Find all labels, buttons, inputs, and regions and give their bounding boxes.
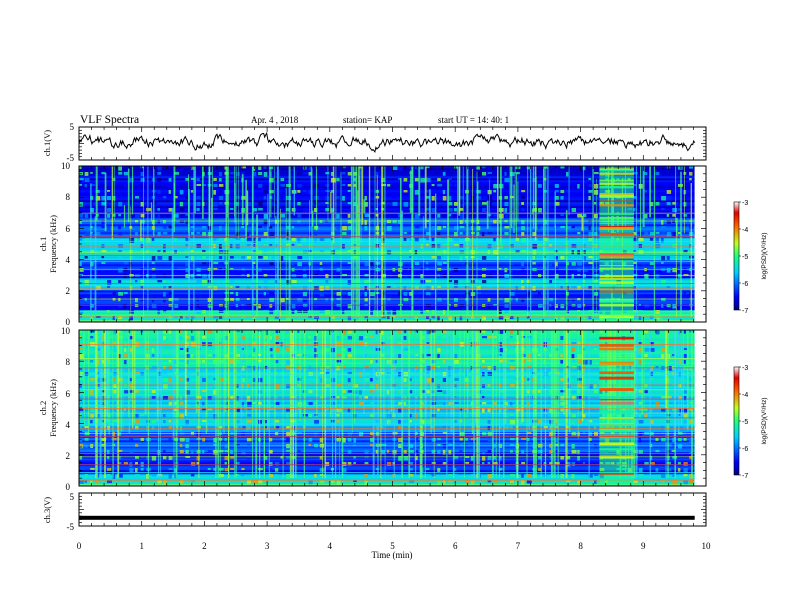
- ch1-freq-tick-2: 2: [66, 286, 71, 296]
- ch2-colorbar-label: log(PSD)(V²/Hz): [761, 398, 768, 445]
- ch1-freq-tick-10: 10: [61, 161, 71, 171]
- time-tick-1: 1: [139, 541, 144, 551]
- ch2-freq-tick-8: 8: [66, 357, 71, 367]
- time-tick-8: 8: [578, 541, 583, 551]
- ch2-spectrogram-panel: 0 2 4 6 8 10 ch.2 Frequency (kHz): [38, 326, 707, 492]
- start-time-label: start UT = 14: 40: 1: [438, 115, 509, 125]
- ch1-spectrogram-image: [79, 166, 706, 323]
- ch2-freq-tick-2: 2: [66, 451, 71, 461]
- ch2-spectrogram-ylabel-channel: ch.2: [38, 401, 48, 415]
- time-tick-6: 6: [453, 541, 458, 551]
- ch1-colorbar-tick-m4: -4: [742, 227, 748, 234]
- ch1-colorbar-tick-m6: -6: [742, 281, 748, 288]
- date-label: Apr. 4 , 2018: [251, 115, 299, 125]
- ch1-waveform-line: [78, 131, 696, 154]
- ch3-ytick-bottom: -5: [67, 522, 75, 532]
- ch2-freq-tick-10: 10: [61, 326, 71, 336]
- ch3-ytick-top: 5: [70, 492, 75, 502]
- ch1-colorbar-label: log(PSD)(V²/Hz): [761, 233, 768, 280]
- ch2-colorbar-tick-m4: -4: [742, 392, 748, 399]
- ch1-spectrogram-ylabel-channel: ch.1: [38, 237, 48, 251]
- ch1-freq-tick-4: 4: [66, 255, 71, 265]
- ch2-colorbar-tick-m3: -3: [742, 365, 748, 372]
- time-tick-7: 7: [516, 541, 521, 551]
- ch2-colorbar: -3 -4 -5 -6 -7 log(PSD)(V²/Hz): [733, 365, 768, 480]
- ch2-colorbar-tick-m6: -6: [742, 446, 748, 453]
- time-tick-2: 2: [202, 541, 207, 551]
- ch2-colorbar-tick-m5: -5: [742, 419, 748, 426]
- ch2-spectrogram-ylabel-frequency: Frequency (kHz): [48, 379, 58, 437]
- ch2-spectrogram-image: [79, 330, 706, 487]
- ch1-colorbar-tick-m5: -5: [742, 254, 748, 261]
- ch2-freq-tick-0: 0: [66, 482, 71, 492]
- ch1-colorbar: -3 -4 -5 -6 -7 log(PSD)(V²/Hz): [733, 200, 768, 315]
- time-tick-4: 4: [328, 541, 333, 551]
- ch2-freq-tick-6: 6: [66, 389, 71, 399]
- ch1-ytick-top: 5: [70, 122, 75, 132]
- time-axis: 0 1 2 3 4 5 6 7 8 9 10 Time (min): [77, 541, 711, 560]
- ch1-spectrogram-ticks: [78, 165, 707, 323]
- figure-title: VLF Spectra: [80, 114, 139, 126]
- station-label: station= KAP: [343, 115, 392, 125]
- ch1-spectrogram-panel: 0 2 4 6 8 10 ch.1 Frequency (kHz): [38, 161, 707, 327]
- ch3-waveform-ylabel: ch.3(V): [42, 497, 52, 523]
- ch3-waveform-panel: 5 -5 ch.3(V): [42, 492, 707, 532]
- time-tick-9: 9: [641, 541, 646, 551]
- ch2-spectrogram-ticks: [78, 329, 707, 487]
- time-tick-5: 5: [390, 541, 395, 551]
- ch1-waveform-ylabel: ch.1(V): [42, 130, 52, 156]
- time-axis-label: Time (min): [372, 550, 413, 560]
- time-tick-3: 3: [265, 541, 270, 551]
- ch1-freq-tick-6: 6: [66, 224, 71, 234]
- ch1-freq-tick-0: 0: [66, 317, 71, 327]
- ch2-freq-tick-4: 4: [66, 420, 71, 430]
- time-tick-0: 0: [77, 541, 82, 551]
- time-tick-10: 10: [702, 541, 712, 551]
- ch1-colorbar-tick-m7: -7: [742, 308, 748, 315]
- ch2-colorbar-tick-m7: -7: [742, 473, 748, 480]
- ch1-waveform-ticks: [78, 126, 707, 161]
- ch1-waveform-panel: 5 -5 ch.1(V): [42, 122, 707, 163]
- ch1-spectrogram-ylabel-frequency: Frequency (kHz): [48, 215, 58, 273]
- ch3-waveform-ticks: [78, 492, 707, 527]
- ch3-constant-line: [79, 515, 695, 520]
- ch1-ytick-bottom: -5: [67, 153, 75, 163]
- ch1-freq-tick-8: 8: [66, 192, 71, 202]
- ch1-colorbar-tick-m3: -3: [742, 200, 748, 207]
